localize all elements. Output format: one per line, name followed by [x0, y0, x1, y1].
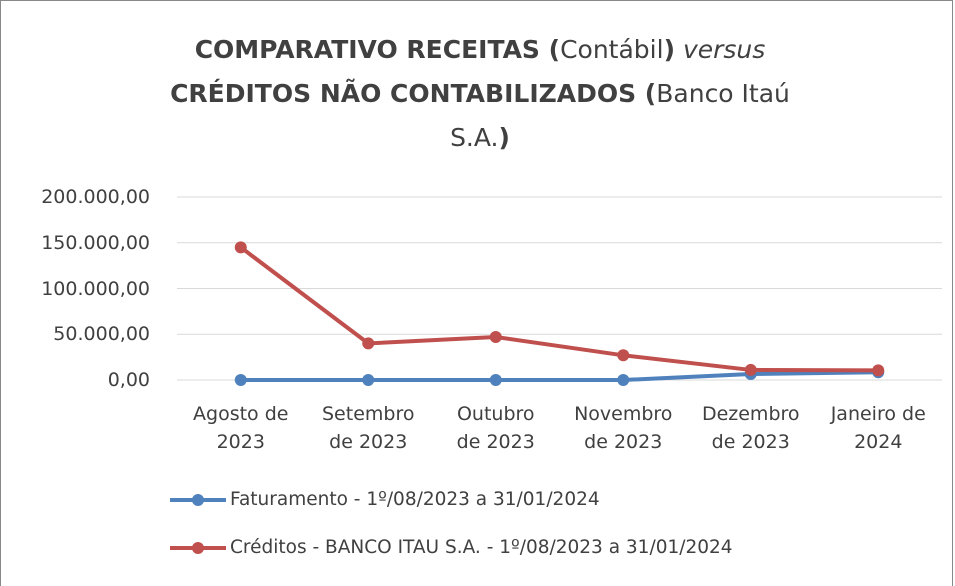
data-point: [617, 374, 630, 386]
data-point: [234, 241, 247, 254]
legend-marker: [192, 541, 204, 554]
x-tick-label: Janeiro de 2024: [830, 403, 926, 453]
data-point: [872, 364, 885, 377]
data-point: [617, 349, 630, 362]
series-line: [239, 245, 879, 373]
legend-swatch: [170, 541, 226, 554]
legend-entry: Faturamento - 1º/08/2023 a 31/01/2024: [168, 489, 600, 510]
y-tick-label: 50.000,00: [53, 323, 150, 346]
title-part: CRÉDITOS NÃO CONTABILIZADOS (: [170, 79, 657, 108]
y-tick-label: 0,00: [107, 369, 150, 391]
title-part: ): [498, 123, 510, 152]
series-line: [240, 370, 879, 382]
title-part: S.A.: [450, 123, 499, 152]
x-tick-label: Novembro de 2023: [574, 403, 673, 453]
y-tick-label: 200.000,00: [41, 186, 150, 208]
title-part: COMPARATIVO RECEITAS (: [194, 35, 561, 64]
legend-entry: Créditos - BANCO ITAU S.A. - 1º/08/2023 …: [168, 537, 733, 558]
x-tick-label: Agosto de 2023: [193, 403, 289, 453]
title-part: Contábil: [560, 35, 664, 64]
title-part: Banco Itaú: [656, 79, 790, 108]
y-tick-label: 150.000,00: [41, 231, 150, 254]
data-point: [362, 374, 375, 386]
data-point: [234, 374, 247, 386]
legend-swatch: [170, 493, 226, 506]
x-tick-label: Outubro de 2023: [456, 403, 535, 453]
data-point: [744, 363, 757, 376]
legend-label: Faturamento - 1º/08/2023 a 31/01/2024: [230, 489, 600, 510]
x-tick-label: Dezembro de 2023: [701, 403, 800, 453]
data-point: [362, 337, 375, 350]
x-tick-label: Setembro de 2023: [322, 403, 415, 453]
legend-marker: [192, 493, 204, 506]
title-part: ): [663, 35, 675, 64]
legend-label: Créditos - BANCO ITAU S.A. - 1º/08/2023 …: [230, 537, 733, 558]
title-part: versus: [682, 35, 766, 64]
y-tick-label: 100.000,00: [41, 277, 150, 300]
data-point: [489, 330, 502, 343]
chart-title: COMPARATIVO RECEITAS (Contábil) versus CR…: [100, 28, 860, 160]
data-point: [489, 374, 502, 386]
